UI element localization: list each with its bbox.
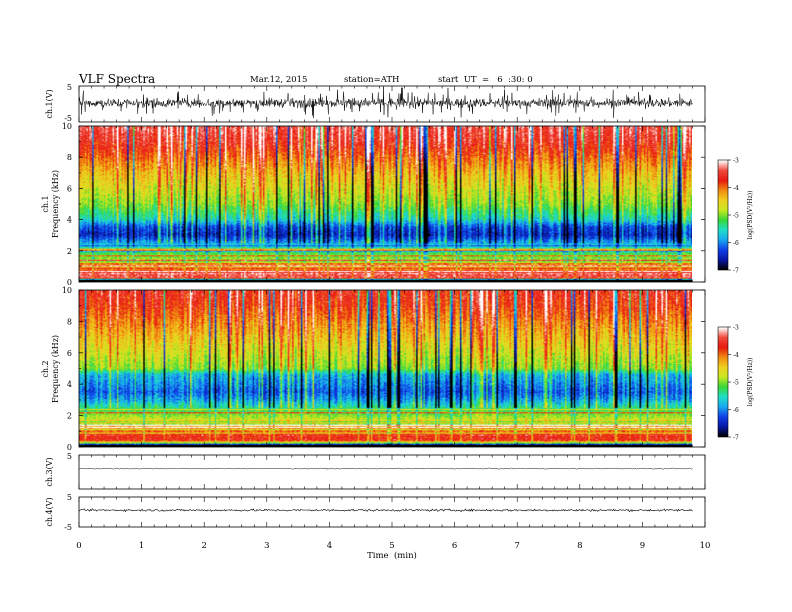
time-tick-label: 7 (514, 541, 519, 551)
ch2-colorbar-ticks: -3 -4 -5 -6 -7 (728, 325, 739, 442)
ch2-colorbar-label: log(PSD(V²/Hz)) (747, 358, 754, 407)
time-tick-label: 3 (264, 541, 269, 551)
figure-title: VLF Spectra (78, 72, 155, 86)
ch4-waveform-trace (78, 508, 693, 513)
ch2-spectrogram-ylabel: Frequency (kHz) (51, 335, 60, 403)
time-tick-label: 1 (139, 541, 144, 551)
time-tick-label: 6 (452, 541, 457, 551)
ch2-colorbar-tick-label: -4 (733, 352, 739, 359)
ch1-freq-tick-label: 8 (67, 153, 72, 162)
ch1-colorbar-tick-label: -3 (733, 158, 739, 165)
ch1-colorbar-tick-label: -5 (733, 213, 739, 220)
time-tick-label: 4 (327, 541, 332, 551)
time-axis-ticks (78, 86, 706, 527)
ch1-freq-tick-label: 4 (67, 216, 72, 225)
ch4-waveform-panel: 5 -5 ch.4(V) (45, 493, 706, 532)
time-axis-label: Time (min) (367, 550, 417, 561)
ch2-colorbar-tick-label: -5 (733, 380, 739, 387)
time-tick-label: 9 (640, 541, 645, 551)
ch2-colorbar-tick-label: -6 (733, 407, 739, 414)
ch3-waveform-trace (78, 467, 693, 470)
ch4-ytick-5: 5 (67, 493, 72, 502)
ch1-freq-tick-label: 0 (67, 278, 72, 287)
ch3-ytick-5: 5 (67, 452, 72, 461)
ch1-waveform-trace (78, 86, 693, 118)
start-time-label: start UT = 6 :30: 0 (438, 75, 533, 85)
ch1-colorbar-tick-label: -7 (733, 268, 739, 275)
ch1-spectrogram-image (79, 126, 692, 282)
ch1-waveform-ylabel: ch.1(V) (45, 89, 54, 118)
time-tick-label: 2 (201, 541, 206, 551)
ch1-ytick-5: 5 (67, 83, 72, 92)
ch2-freq-tick-label: 10 (62, 286, 72, 295)
ch1-waveform-panel: 5 -5 ch.1(V) (45, 83, 706, 123)
ch2-colorbar-tick-label: -7 (733, 435, 739, 442)
time-tick-label: 0 (76, 541, 81, 551)
ch3-waveform-panel: 5 ch.3(V) (45, 452, 706, 490)
ch2-freq-tick-label: 6 (67, 349, 72, 358)
time-axis-labels: 0 1 2 3 4 5 6 7 8 9 10 (76, 541, 710, 551)
ch2-freq-tick-label: 0 (67, 443, 72, 452)
ch1-ytick-minus5: -5 (64, 114, 72, 123)
ch2-colorbar-tick-label: -3 (733, 325, 739, 332)
ch2-freq-tick-label: 2 (67, 412, 72, 421)
ch2-freq-tick-label: 4 (67, 380, 72, 389)
ch1-spectrogram-ylabel: Frequency (kHz) (51, 170, 60, 238)
ch1-colorbar-tick-label: -4 (733, 185, 739, 192)
ch1-colorbar-ticks: -3 -4 -5 -6 -7 (728, 158, 739, 275)
station-label: station=ATH (344, 75, 399, 85)
time-tick-label: 8 (577, 541, 582, 551)
ch1-colorbar-label: log(PSD(V²/Hz)) (747, 191, 754, 240)
ch2-spectrogram-image (79, 290, 692, 447)
date-label: Mar.12, 2015 (250, 75, 307, 85)
time-tick-label: 10 (700, 541, 711, 551)
ch4-ytick-minus5: -5 (64, 523, 72, 532)
ch1-freq-tick-label: 6 (67, 184, 72, 193)
ch3-waveform-ylabel: ch.3(V) (45, 457, 54, 486)
ch1-colorbar-tick-label: -6 (733, 240, 739, 247)
ch1-freq-tick-label: 2 (67, 247, 72, 256)
ch1-spectrogram-channel: ch.1 (41, 195, 50, 212)
ch2-colorbar (718, 327, 728, 437)
ch1-freq-ticks: 0 2 4 6 8 10 (62, 122, 705, 287)
ch1-freq-tick-label: 10 (62, 122, 72, 131)
ch2-freq-tick-label: 8 (67, 317, 72, 326)
ch2-freq-ticks: 0 2 4 6 8 10 (62, 286, 705, 452)
ch1-colorbar (718, 160, 728, 270)
time-tick-label: 5 (389, 541, 394, 551)
ch2-spectrogram-channel: ch.2 (41, 360, 50, 377)
ch4-waveform-ylabel: ch.4(V) (45, 497, 54, 526)
ch3-waveform-frame (78, 454, 706, 490)
